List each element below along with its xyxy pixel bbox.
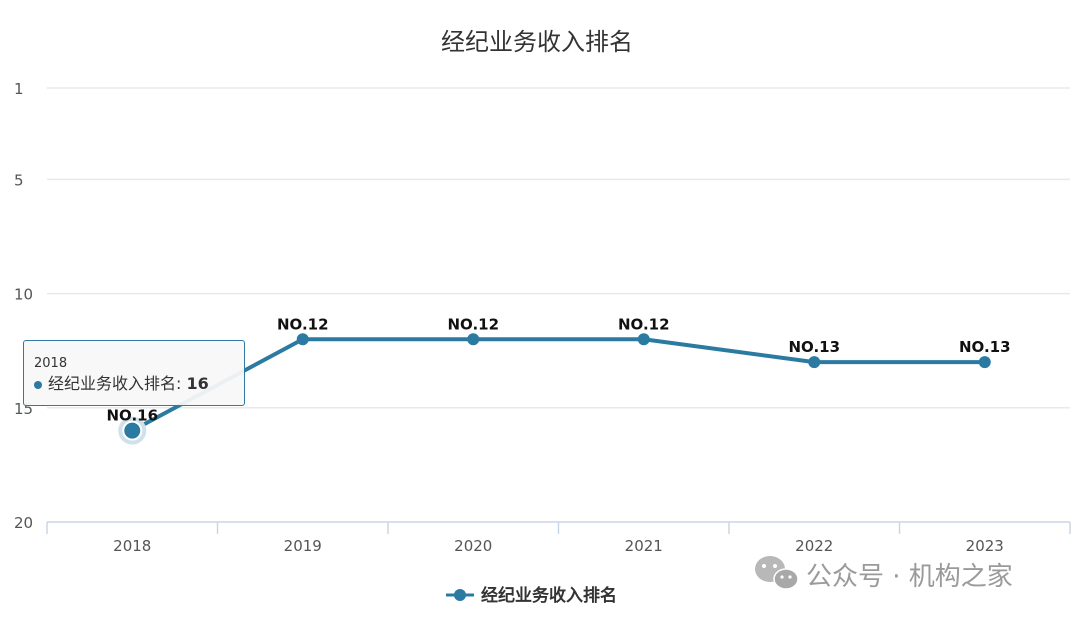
tooltip-series-label: 经纪业务收入排名: <box>48 374 182 393</box>
data-point[interactable] <box>637 333 650 346</box>
data-point[interactable] <box>467 333 480 346</box>
x-tick-label: 2020 <box>454 537 492 555</box>
y-tick-label: 10 <box>14 286 33 304</box>
legend[interactable]: 经纪业务收入排名 <box>446 585 617 606</box>
x-tick-label: 2021 <box>625 537 663 555</box>
data-label: NO.13 <box>788 338 840 356</box>
gridlines <box>47 87 1070 409</box>
y-tick-label: 1 <box>14 80 24 98</box>
legend-marker-icon <box>454 589 466 601</box>
data-point[interactable] <box>808 356 821 369</box>
wechat-icon <box>755 556 799 590</box>
data-label: NO.12 <box>618 315 670 333</box>
legend-label: 经纪业务收入排名 <box>481 585 617 606</box>
tooltip-row: 经纪业务收入排名: 16 <box>34 373 234 395</box>
x-tick-label: 2019 <box>284 537 322 555</box>
tooltip-value: 16 <box>186 374 209 393</box>
x-axis: 2018 2019 2020 2021 2022 2023 <box>46 521 1071 555</box>
tooltip: 2018 经纪业务收入排名: 16 <box>23 340 245 406</box>
watermark: 公众号 · 机构之家 <box>755 556 1013 592</box>
tooltip-series-dot-icon <box>34 380 42 389</box>
x-tick-label: 2018 <box>113 537 151 555</box>
watermark-text: 公众号 · 机构之家 <box>806 562 1013 592</box>
y-tick-label: 5 <box>14 171 24 189</box>
x-tick-label: 2022 <box>795 537 833 555</box>
chart-title: 经纪业务收入排名 <box>441 28 633 56</box>
data-label: NO.16 <box>106 407 158 425</box>
data-labels: NO.16 NO.12 NO.12 NO.12 NO.13 NO.13 <box>106 315 1010 424</box>
data-point[interactable] <box>978 356 991 369</box>
series-line-group <box>118 333 991 445</box>
x-tick-label: 2023 <box>966 537 1004 555</box>
data-label: NO.12 <box>447 315 499 333</box>
data-point[interactable] <box>296 333 309 346</box>
data-point[interactable] <box>122 420 143 441</box>
data-label: NO.12 <box>277 315 329 333</box>
series-line <box>131 337 985 433</box>
y-tick-label: 20 <box>14 514 33 532</box>
tooltip-category: 2018 <box>34 356 68 371</box>
data-label: NO.13 <box>959 338 1011 356</box>
